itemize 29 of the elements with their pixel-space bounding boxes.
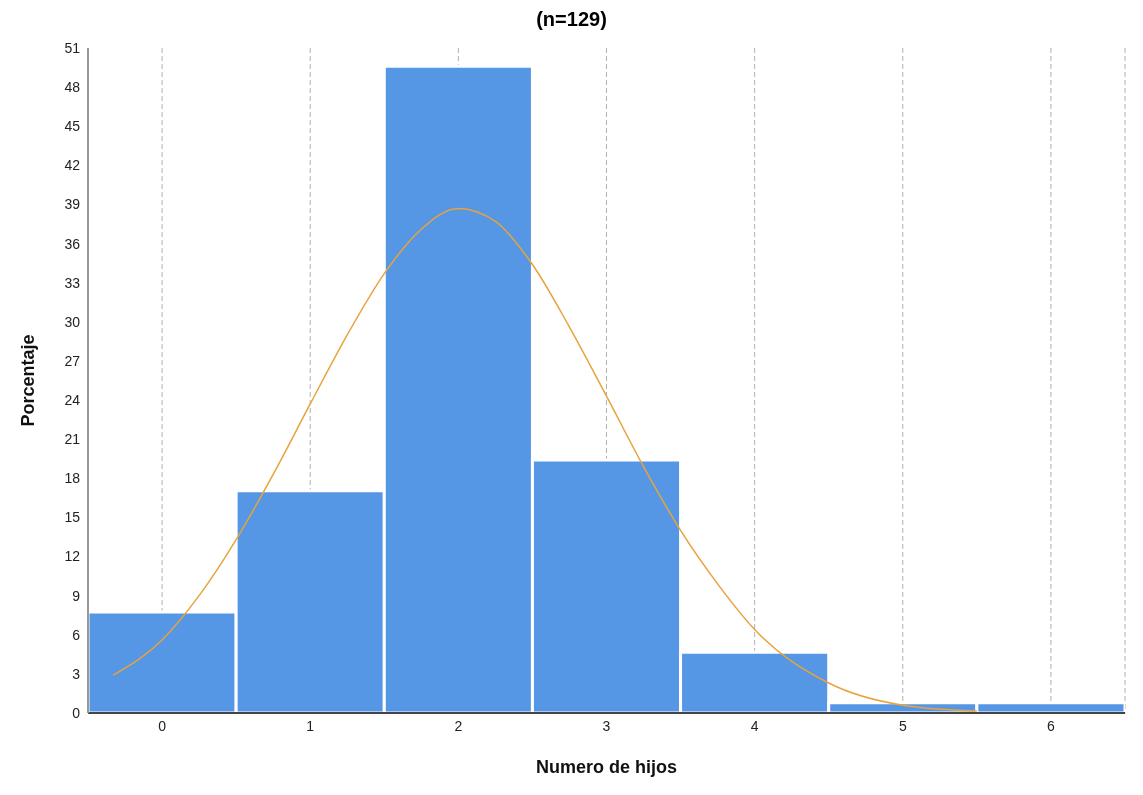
y-axis-title: Porcentaje [18, 334, 39, 427]
y-tick-label: 24 [64, 392, 81, 409]
x-tick-label: 5 [898, 717, 907, 734]
y-tick-label: 33 [64, 274, 81, 291]
y-tick-label: 45 [64, 118, 81, 135]
y-tick-label: 9 [72, 587, 81, 604]
y-tick-label: 39 [64, 196, 81, 213]
x-tick-label: 4 [750, 717, 759, 734]
line-series [112, 207, 978, 712]
x-tick-label: 2 [454, 717, 463, 734]
x-tick-label: 0 [158, 717, 167, 734]
y-tick-label: 27 [64, 352, 81, 369]
y-tick-label: 42 [64, 157, 81, 174]
x-tick-label: 1 [306, 717, 315, 734]
y-tick-label: 3 [72, 665, 81, 682]
x-tick-label: 3 [602, 717, 611, 734]
y-tick-label: 51 [64, 39, 81, 56]
y-tick-label: 21 [64, 431, 81, 448]
y-tick-label: 15 [64, 509, 81, 526]
y-tick-label: 30 [64, 313, 81, 330]
y-tick-label: 36 [64, 235, 81, 252]
x-axis-title: Numero de hijos [535, 757, 678, 777]
y-tick-label: 48 [64, 79, 81, 96]
y-tick-label: 18 [64, 470, 81, 487]
y-tick-label: 12 [64, 548, 81, 565]
chart-title: (n=129) [535, 8, 608, 32]
x-tick-label: 6 [1047, 717, 1056, 734]
y-tick-label: 0 [72, 704, 81, 721]
y-tick-label: 6 [72, 626, 81, 643]
